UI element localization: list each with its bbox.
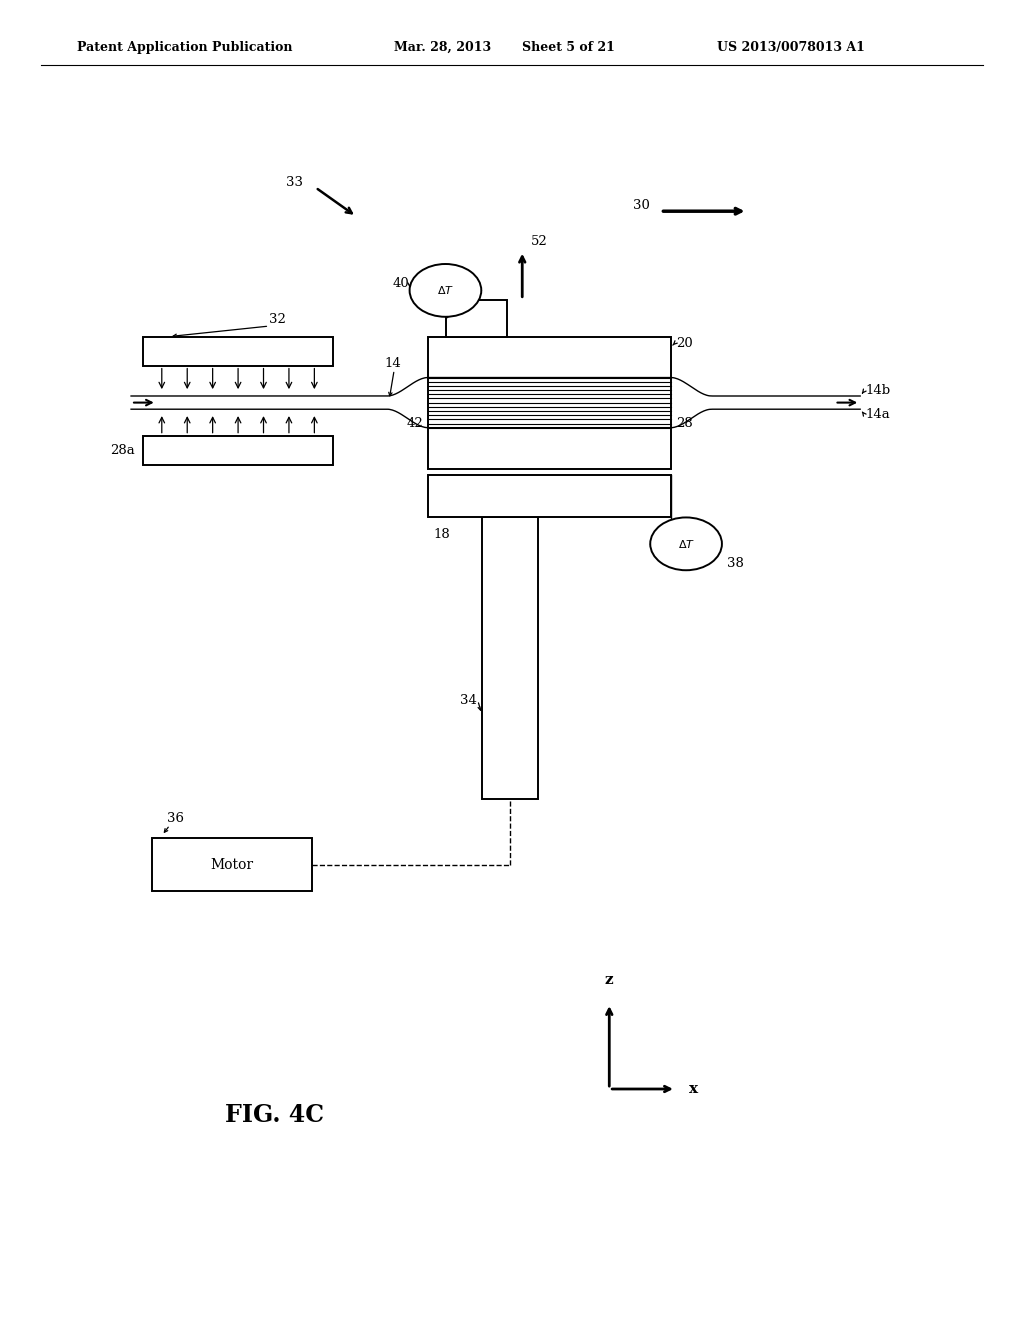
Text: x: x (689, 1082, 698, 1096)
Bar (428, 428, 671, 469)
Text: Sheet 5 of 21: Sheet 5 of 21 (522, 41, 615, 54)
Text: Patent Application Publication: Patent Application Publication (77, 41, 292, 54)
Text: Motor: Motor (210, 858, 254, 871)
Text: 38: 38 (727, 557, 743, 570)
Text: $\Delta T$: $\Delta T$ (437, 284, 454, 297)
Text: 28a: 28a (111, 444, 135, 457)
Text: 32: 32 (269, 313, 286, 326)
Text: 18: 18 (433, 528, 450, 541)
Text: 14b: 14b (865, 384, 891, 397)
Bar (428, 378, 671, 428)
Bar (446, 300, 507, 337)
Text: z: z (605, 973, 613, 987)
Text: US 2013/0078013 A1: US 2013/0078013 A1 (717, 41, 864, 54)
Bar (143, 337, 333, 366)
Bar (428, 337, 671, 378)
Text: 33: 33 (286, 176, 303, 189)
Text: 20: 20 (676, 337, 692, 350)
Text: 40: 40 (393, 277, 410, 290)
Ellipse shape (410, 264, 481, 317)
Text: 52: 52 (530, 235, 547, 248)
Text: 34: 34 (460, 694, 476, 706)
Bar (428, 475, 671, 517)
Text: 14: 14 (384, 356, 400, 370)
Bar (481, 517, 539, 799)
Ellipse shape (650, 517, 722, 570)
Text: Mar. 28, 2013: Mar. 28, 2013 (394, 41, 492, 54)
Bar (152, 838, 312, 891)
Text: FIG. 4C: FIG. 4C (225, 1104, 325, 1127)
Bar (143, 436, 333, 465)
Text: 42: 42 (407, 417, 423, 430)
Text: 30: 30 (634, 199, 650, 213)
Text: 14a: 14a (865, 408, 890, 421)
Text: 28: 28 (676, 417, 692, 430)
Text: $\Delta T$: $\Delta T$ (678, 537, 694, 550)
Text: 22: 22 (551, 434, 568, 447)
Text: 36: 36 (167, 812, 184, 825)
